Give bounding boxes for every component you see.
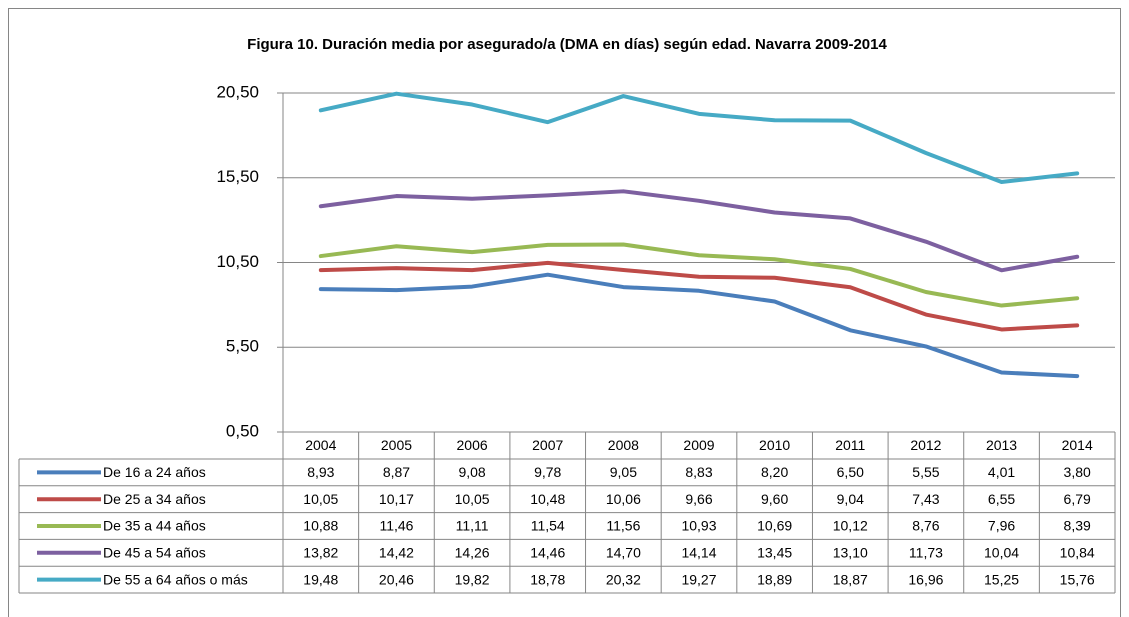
table-value: 10,88	[303, 518, 338, 534]
table-value: 20,46	[379, 571, 414, 587]
table-value: 19,82	[455, 571, 490, 587]
table-value: 10,17	[379, 491, 414, 507]
table-value: 10,93	[681, 518, 716, 534]
table-value: 14,70	[606, 545, 641, 561]
legend-label: De 45 a 54 años	[103, 545, 206, 561]
table-value: 9,60	[761, 491, 788, 507]
x-tick-label: 2004	[305, 437, 336, 453]
table-value: 10,12	[833, 518, 868, 534]
series-line	[318, 189, 1080, 273]
table-value: 9,66	[685, 491, 712, 507]
y-tick-label: 20,50	[216, 82, 259, 101]
table-value: 9,05	[610, 464, 637, 480]
table-value: 6,79	[1064, 491, 1091, 507]
chart-border	[8, 8, 1121, 617]
table-value: 13,45	[757, 545, 792, 561]
table-value: 8,93	[307, 464, 334, 480]
legend-label: De 35 a 44 años	[103, 518, 206, 534]
table-value: 11,73	[909, 545, 943, 561]
x-tick-label: 2014	[1062, 437, 1093, 453]
table-value: 8,20	[761, 464, 788, 480]
table-value: 10,05	[303, 491, 338, 507]
table-value: 11,56	[606, 518, 640, 534]
legend-label: De 16 a 24 años	[103, 464, 206, 480]
table-value: 9,08	[458, 464, 485, 480]
y-tick-label: 15,50	[216, 167, 259, 186]
x-tick-label: 2006	[457, 437, 488, 453]
table-value: 10,05	[455, 491, 490, 507]
table-value: 10,06	[606, 491, 641, 507]
table-value: 19,48	[303, 571, 338, 587]
series-line	[318, 91, 1080, 184]
table-value: 18,87	[833, 571, 868, 587]
x-tick-label: 2013	[986, 437, 1017, 453]
table-value: 8,83	[685, 464, 712, 480]
table-value: 13,10	[833, 545, 868, 561]
table-value: 4,01	[988, 464, 1015, 480]
series-line	[318, 260, 1080, 332]
table-value: 11,54	[531, 518, 565, 534]
table-value: 11,46	[379, 518, 413, 534]
table-value: 10,48	[530, 491, 565, 507]
legend-label: De 55 a 64 años o más	[103, 571, 248, 587]
table-value: 14,46	[530, 545, 565, 561]
y-tick-label: 10,50	[216, 252, 259, 271]
table-value: 8,39	[1064, 518, 1091, 534]
x-tick-label: 2012	[910, 437, 941, 453]
x-tick-label: 2005	[381, 437, 412, 453]
table-value: 9,04	[837, 491, 864, 507]
table-value: 6,55	[988, 491, 1015, 507]
table-value: 10,84	[1060, 545, 1095, 561]
x-tick-label: 2009	[683, 437, 714, 453]
table-value: 14,42	[379, 545, 414, 561]
series-line	[318, 242, 1080, 308]
x-tick-label: 2007	[532, 437, 563, 453]
chart-title: Figura 10. Duración media por asegurado/…	[247, 36, 887, 53]
table-value: 15,25	[984, 571, 1019, 587]
table-value: 7,96	[988, 518, 1015, 534]
table-value: 8,87	[383, 464, 410, 480]
table-value: 3,80	[1064, 464, 1091, 480]
legend-label: De 25 a 34 años	[103, 491, 206, 507]
x-tick-label: 2010	[759, 437, 790, 453]
table-value: 18,78	[530, 571, 565, 587]
x-tick-label: 2011	[835, 437, 865, 453]
table-value: 16,96	[908, 571, 943, 587]
table-value: 10,69	[757, 518, 792, 534]
x-tick-label: 2008	[608, 437, 639, 453]
table-value: 6,50	[837, 464, 864, 480]
y-tick-label: 0,50	[226, 421, 259, 440]
table-value: 7,43	[912, 491, 939, 507]
table-value: 11,11	[456, 518, 489, 534]
table-value: 20,32	[606, 571, 641, 587]
table-value: 14,26	[455, 545, 490, 561]
table-value: 5,55	[912, 464, 939, 480]
table-value: 8,76	[912, 518, 939, 534]
table-value: 15,76	[1060, 571, 1095, 587]
table-value: 19,27	[681, 571, 716, 587]
table-value: 13,82	[303, 545, 338, 561]
y-tick-label: 5,50	[226, 337, 259, 356]
table-value: 18,89	[757, 571, 792, 587]
series-line	[318, 272, 1080, 379]
table-value: 9,78	[534, 464, 561, 480]
table-value: 10,04	[984, 545, 1019, 561]
table-value: 14,14	[681, 545, 716, 561]
